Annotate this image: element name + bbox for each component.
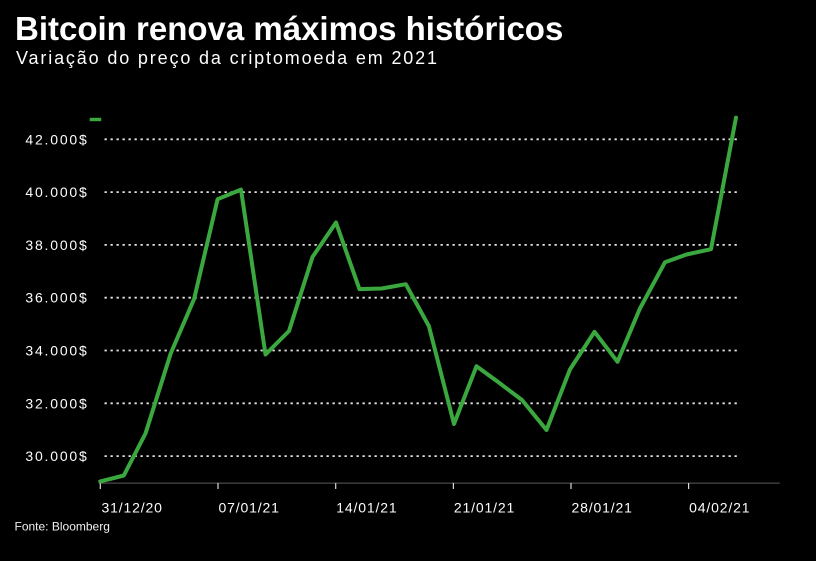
svg-text:28/01/21: 28/01/21 — [572, 499, 633, 515]
svg-text:07/01/21: 07/01/21 — [219, 499, 280, 515]
svg-text:40.000$: 40.000$ — [25, 184, 88, 200]
svg-text:34.000$: 34.000$ — [25, 343, 88, 359]
svg-text:32.000$: 32.000$ — [25, 395, 88, 411]
svg-text:30.000$: 30.000$ — [25, 448, 88, 464]
svg-text:38.000$: 38.000$ — [25, 237, 88, 253]
svg-text:21/01/21: 21/01/21 — [454, 499, 515, 515]
svg-text:36.000$: 36.000$ — [25, 290, 88, 306]
svg-text:Bitcoin renova máximos históri: Bitcoin renova máximos históricos — [15, 10, 563, 47]
svg-text:14/01/21: 14/01/21 — [336, 499, 397, 515]
svg-text:04/02/21: 04/02/21 — [689, 499, 750, 515]
svg-text:31/12/20: 31/12/20 — [102, 499, 163, 515]
svg-text:42.000$: 42.000$ — [25, 131, 88, 147]
svg-text:Variação do preço da criptomoe: Variação do preço da criptomoeda em 2021 — [16, 48, 439, 68]
svg-text:Fonte: Bloomberg: Fonte: Bloomberg — [15, 520, 110, 534]
